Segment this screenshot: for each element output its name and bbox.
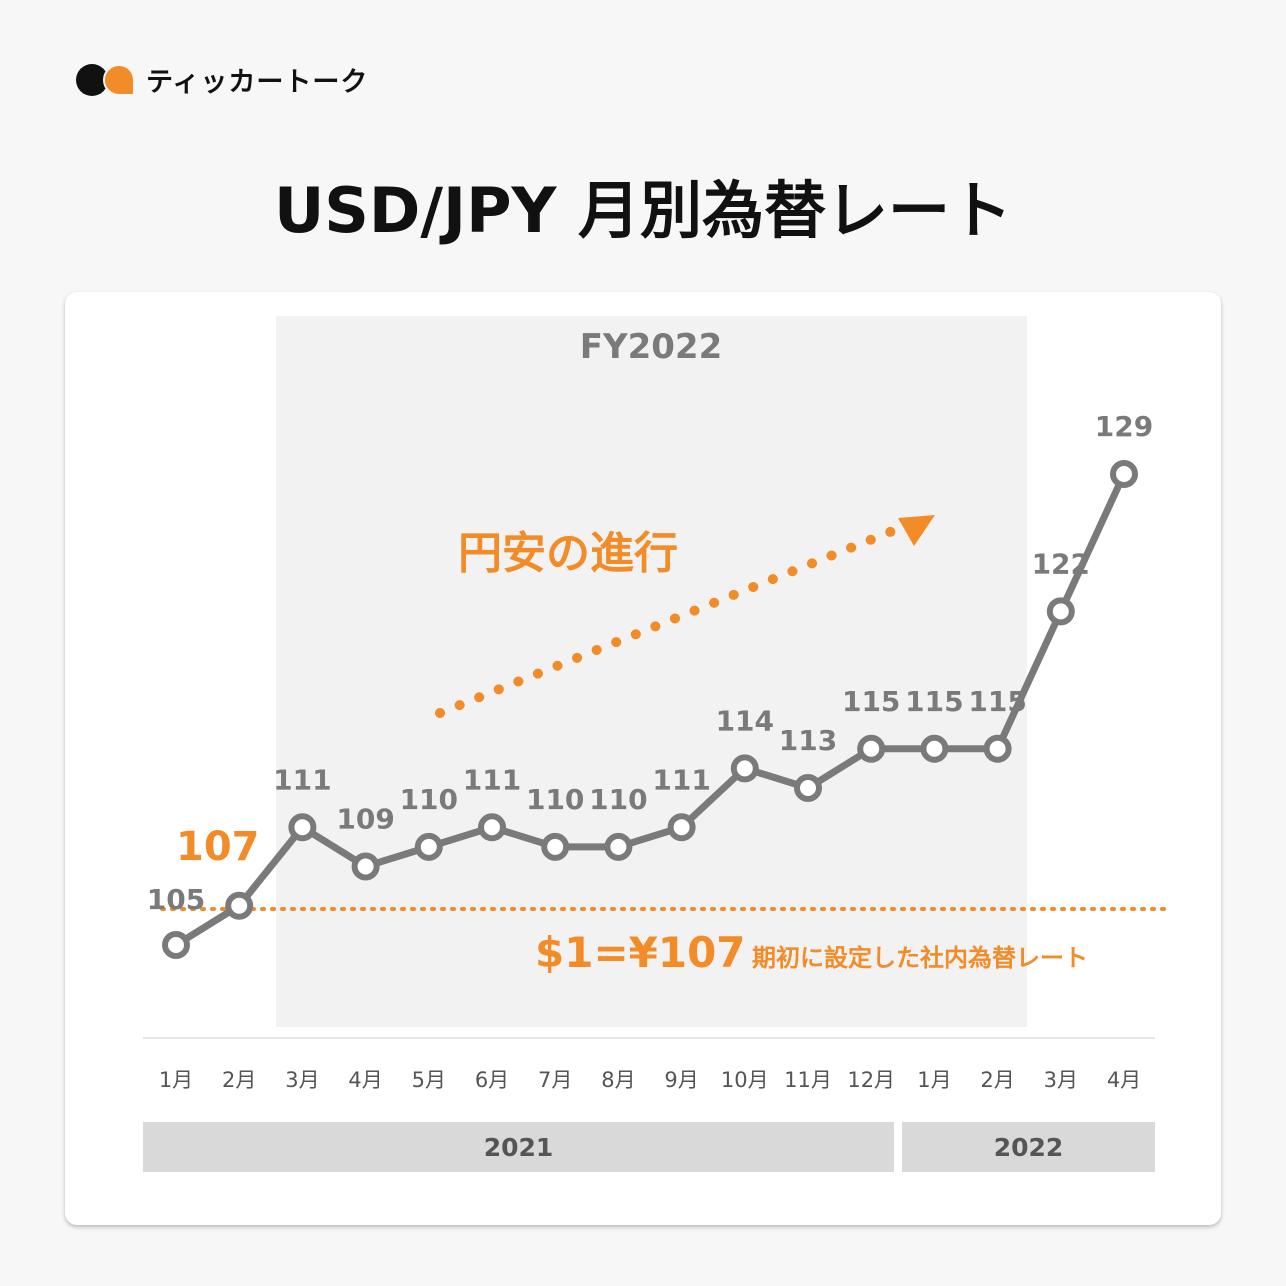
year-label: 2022	[994, 1133, 1064, 1162]
x-tick-label: 8月	[601, 1068, 635, 1092]
x-tick-label: 6月	[475, 1068, 509, 1092]
data-point	[414, 832, 443, 861]
data-label: 111	[652, 763, 710, 796]
data-point	[288, 813, 317, 842]
data-label: 129	[1095, 410, 1153, 443]
logo-icon	[76, 62, 136, 98]
data-label: 110	[589, 783, 647, 816]
data-label: 115	[968, 685, 1026, 718]
x-tick-label: 1月	[917, 1068, 951, 1092]
data-point	[730, 754, 759, 783]
data-label: 110	[400, 783, 458, 816]
data-label: 111	[463, 763, 521, 796]
data-point	[225, 891, 254, 920]
fy-label: FY2022	[580, 327, 722, 367]
x-tick-label: 12月	[847, 1068, 895, 1092]
data-point	[604, 832, 633, 861]
data-point	[1046, 597, 1075, 626]
data-label: 105	[147, 883, 205, 916]
trend-annotation: 円安の進行	[458, 528, 678, 579]
data-point	[857, 734, 886, 763]
x-tick-label: 5月	[412, 1068, 446, 1092]
data-point	[162, 931, 190, 959]
x-tick-label: 2月	[222, 1068, 256, 1092]
data-label: 111	[273, 763, 331, 796]
data-label: 115	[905, 685, 963, 718]
x-tick-label: 10月	[721, 1068, 769, 1092]
logo: ティッカートーク	[76, 60, 368, 99]
x-tick-label: 3月	[1044, 1068, 1078, 1092]
fy-highlight-band	[276, 316, 1027, 1027]
x-tick-label: 4月	[1107, 1068, 1141, 1092]
x-tick-label: 1月	[159, 1068, 193, 1092]
data-label: 110	[526, 783, 584, 816]
data-point	[794, 774, 822, 802]
trend-arrow-line	[435, 525, 900, 718]
data-point	[920, 734, 949, 763]
year-label: 2021	[484, 1133, 554, 1162]
x-tick-label: 4月	[348, 1068, 382, 1092]
data-label: 115	[842, 685, 900, 718]
data-label: 122	[1032, 547, 1090, 580]
x-tick-label: 9月	[664, 1068, 698, 1092]
data-label: 113	[779, 724, 837, 757]
reference-note: 期初に設定した社内為替レート	[752, 944, 1088, 972]
year-bar	[902, 1122, 1155, 1172]
start-value-label: 107	[176, 824, 260, 870]
data-point	[478, 813, 506, 842]
data-point	[541, 832, 570, 861]
page-title: USD/JPY 月別為替レート	[273, 174, 1013, 247]
x-tick-label: 11月	[784, 1068, 832, 1092]
reference-label: $1=¥107	[535, 928, 746, 977]
trend-arrow-head-icon	[898, 515, 935, 546]
logo-text: ティッカートーク	[146, 67, 369, 98]
x-tick-label: 2月	[980, 1068, 1014, 1092]
data-point	[1110, 460, 1138, 488]
data-point	[667, 813, 696, 842]
series-line	[174, 472, 1128, 948]
data-point	[351, 852, 380, 881]
data-label: 109	[336, 803, 394, 836]
year-bar	[143, 1122, 894, 1172]
x-tick-label: 3月	[285, 1068, 319, 1092]
data-label: 114	[716, 704, 774, 737]
x-tick-label: 7月	[538, 1068, 572, 1092]
data-point	[983, 734, 1012, 763]
